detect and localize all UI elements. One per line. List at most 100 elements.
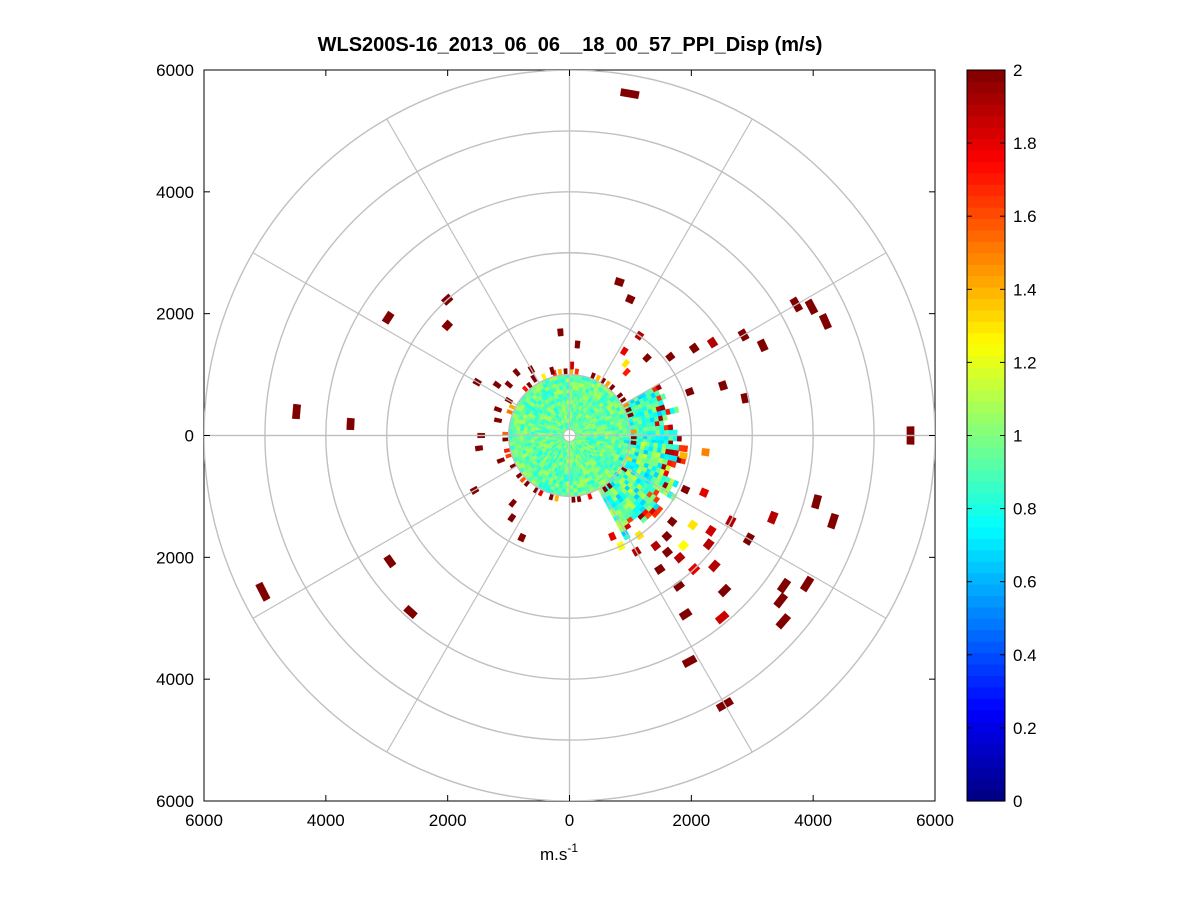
colorbar-tick-label: 1 — [1013, 427, 1022, 446]
southeast-plume-cell — [672, 479, 680, 488]
southeast-plume-cell — [653, 442, 659, 449]
colorbar-swatch — [967, 606, 1005, 619]
colorbar-swatch — [967, 412, 1005, 425]
edge-cell — [571, 495, 576, 503]
east-plume-cell — [646, 426, 652, 432]
southeast-plume-cell — [673, 450, 679, 457]
return-cell — [680, 484, 691, 495]
x-axis-label-superscript: -1 — [567, 841, 578, 855]
east-plume-cell — [662, 414, 668, 421]
return-cell — [255, 581, 271, 602]
colorbar-swatch — [967, 378, 1005, 391]
inner-cell — [533, 436, 539, 440]
return-cell — [811, 494, 823, 510]
return-cell — [292, 403, 301, 420]
return-cell — [383, 554, 397, 569]
return-cell — [681, 654, 698, 669]
southeast-plume-cell — [682, 445, 689, 453]
east-plume-cell — [642, 423, 648, 429]
east-plume-cell — [655, 430, 661, 436]
return-cell — [672, 579, 686, 592]
inner-cell — [573, 488, 578, 493]
return-cell — [661, 530, 673, 542]
inner-cell — [571, 470, 576, 475]
colorbar-swatch — [967, 469, 1005, 482]
east-plume-cell — [668, 424, 674, 431]
colorbar-swatch — [967, 241, 1005, 254]
inner-cell — [600, 431, 606, 435]
azimuth-spoke — [621, 465, 887, 619]
colorbar-swatch — [967, 70, 1005, 83]
return-cell — [517, 532, 527, 543]
return-cell — [684, 387, 695, 397]
colorbar-swatch — [967, 424, 1005, 437]
return-cell — [346, 417, 355, 431]
return-cell — [624, 293, 636, 305]
inner-cell — [614, 426, 620, 431]
y-tick-label: 4000 — [156, 670, 194, 689]
colorbar-tick-label: 1.4 — [1013, 280, 1037, 299]
y-tick-label: 0 — [185, 427, 194, 446]
colorbar-swatch — [967, 789, 1005, 802]
colorbar-swatch — [967, 572, 1005, 585]
inner-cell — [615, 430, 620, 435]
y-tick-label: 2000 — [156, 305, 194, 324]
inner-cell — [561, 488, 566, 493]
inner-cell — [541, 436, 546, 439]
return-cell — [767, 510, 779, 525]
colorbar-swatch — [967, 595, 1005, 608]
colorbar-swatch — [967, 652, 1005, 665]
edge-cell — [502, 437, 510, 442]
azimuth-spoke — [386, 118, 540, 384]
colorbar-swatch — [967, 526, 1005, 539]
east-plume-cell — [659, 435, 665, 441]
return-cell — [687, 519, 699, 531]
colorbar-swatch — [967, 766, 1005, 779]
colorbar-swatch — [967, 172, 1005, 185]
colorbar-swatch — [967, 732, 1005, 745]
east-plume-cell — [651, 426, 657, 432]
return-cell — [530, 374, 538, 383]
velocity-cells-layer — [255, 88, 915, 713]
return-cell — [381, 310, 395, 325]
east-plume-cell — [668, 429, 674, 436]
colorbar-tick-label: 0.4 — [1013, 646, 1037, 665]
inner-cell — [537, 436, 542, 440]
colorbar-swatch — [967, 538, 1005, 551]
colorbar-swatch — [967, 629, 1005, 642]
colorbar-swatch — [967, 446, 1005, 459]
colorbar-swatch — [967, 389, 1005, 402]
east-plume-cell — [654, 421, 660, 427]
x-tick-label: 2000 — [429, 811, 467, 830]
inner-cell — [523, 436, 528, 441]
inner-cell — [563, 396, 568, 401]
return-cell — [679, 451, 688, 460]
return-cell — [493, 405, 503, 413]
colorbar-swatch — [967, 332, 1005, 345]
colorbar-swatch — [967, 492, 1005, 505]
east-plume-cell — [664, 430, 669, 436]
colorbar-tick-label: 0.8 — [1013, 500, 1037, 519]
colorbar-swatch — [967, 778, 1005, 791]
return-cell — [678, 607, 693, 621]
azimuth-spoke — [599, 487, 753, 753]
return-cell — [512, 367, 521, 377]
southeast-plume-cell — [640, 515, 648, 524]
colorbar-tick-label: 2 — [1013, 61, 1022, 80]
colorbar-swatch — [967, 504, 1005, 517]
return-cell — [496, 457, 506, 464]
southeast-plume-cell — [670, 460, 677, 468]
colorbar-swatch — [967, 344, 1005, 357]
azimuth-spoke — [252, 252, 518, 406]
inner-cell — [572, 473, 576, 479]
colorbar-swatch — [967, 138, 1005, 151]
return-cell — [507, 513, 517, 523]
east-plume-cell — [672, 429, 678, 436]
colorbar-swatch — [967, 515, 1005, 528]
colorbar-swatch — [967, 686, 1005, 699]
return-cell — [608, 531, 617, 542]
edge-cell — [563, 368, 568, 376]
east-plume-cell — [673, 406, 680, 414]
chart-title: WLS200S-16_2013_06_06__18_00_57_PPI_Disp… — [318, 34, 823, 56]
colorbar-tick-label: 1.6 — [1013, 207, 1037, 226]
